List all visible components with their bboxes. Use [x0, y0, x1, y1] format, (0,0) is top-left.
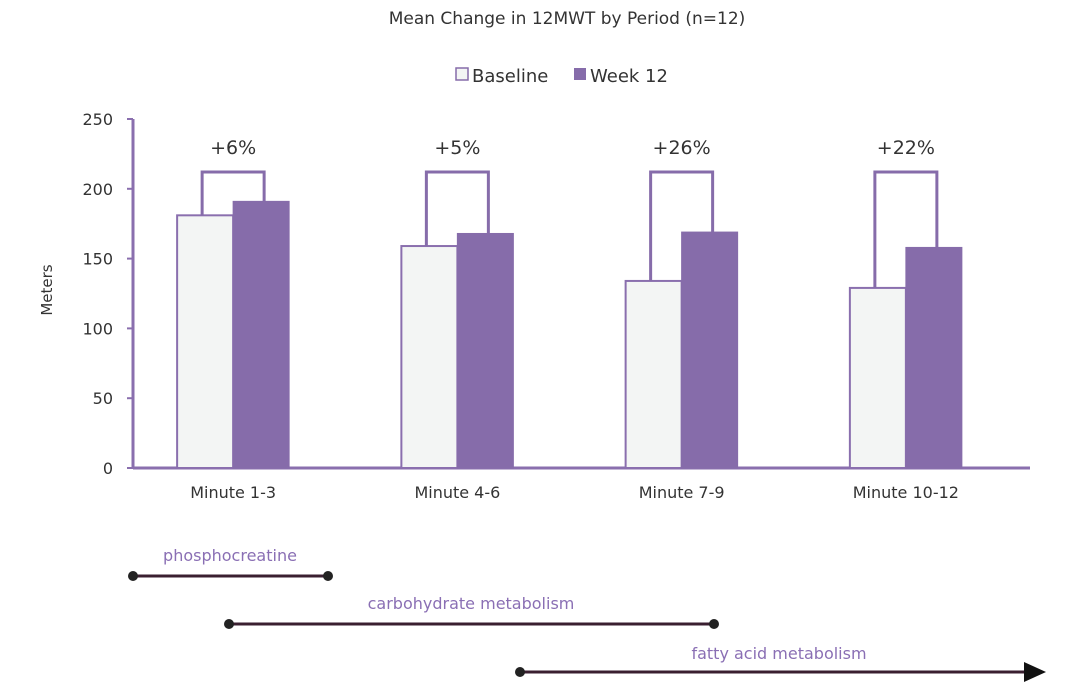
- legend-swatch-week12: [574, 68, 586, 80]
- change-bracket: [649, 170, 715, 281]
- legend-label-baseline: Baseline: [472, 66, 548, 87]
- y-tick-label: 50: [93, 389, 113, 408]
- plot-area: 0 50 100 150 200 250 +6% Minute 1-3 +5% Minute 4-…: [82, 110, 1030, 502]
- y-tick-label: 250: [82, 110, 113, 129]
- phase-start-dot: [128, 571, 138, 581]
- y-tick-label: 0: [103, 459, 113, 478]
- y-axis-label: Meters: [38, 264, 56, 315]
- change-bracket: [873, 170, 939, 288]
- change-percent-label: +6%: [210, 137, 256, 159]
- phase-start-dot: [224, 619, 234, 629]
- legend-swatch-baseline: [455, 67, 469, 81]
- bar-group: +22% Minute 10-12: [848, 137, 963, 502]
- legend-label-week12: Week 12: [590, 66, 668, 87]
- phase-indicator: phosphocreatine: [128, 546, 333, 581]
- legend: Baseline Week 12: [455, 66, 668, 87]
- bar-week12: [456, 232, 514, 469]
- change-percent-label: +5%: [434, 137, 480, 159]
- phase-start-dot: [515, 667, 525, 677]
- x-tick-label: Minute 1-3: [190, 483, 276, 502]
- x-tick-label: Minute 10-12: [853, 483, 959, 502]
- change-percent-label: +22%: [877, 137, 935, 159]
- chart-title: Mean Change in 12MWT by Period (n=12): [389, 9, 746, 29]
- change-bracket: [200, 170, 266, 216]
- phase-label: phosphocreatine: [163, 546, 297, 565]
- phase-label: fatty acid metabolism: [691, 644, 866, 663]
- x-tick-label: Minute 4-6: [414, 483, 500, 502]
- bar-week12: [681, 231, 739, 469]
- phase-indicator: carbohydrate metabolism: [224, 594, 719, 629]
- change-percent-label: +26%: [653, 137, 711, 159]
- bar-week12: [905, 246, 963, 469]
- bar-baseline: [624, 279, 683, 469]
- phase-arrowhead: [1024, 662, 1046, 682]
- phase-end-dot: [709, 619, 719, 629]
- bar-week12: [232, 200, 290, 469]
- y-tick-label: 100: [82, 319, 113, 338]
- bar-baseline: [176, 214, 235, 469]
- bar-group: +6% Minute 1-3: [176, 137, 290, 502]
- bar-baseline: [400, 245, 459, 469]
- phase-indicator: fatty acid metabolism: [515, 644, 1046, 682]
- x-tick-label: Minute 7-9: [639, 483, 725, 502]
- metabolism-phases: phosphocreatine carbohydrate metabolism fa…: [128, 546, 1046, 682]
- bar-group: +26% Minute 7-9: [624, 137, 739, 502]
- phase-label: carbohydrate metabolism: [368, 594, 575, 613]
- y-tick-label: 150: [82, 250, 113, 269]
- y-tick-label: 200: [82, 180, 113, 199]
- change-bracket: [424, 170, 490, 247]
- bar-baseline: [848, 286, 907, 469]
- phase-end-dot: [323, 571, 333, 581]
- bar-group: +5% Minute 4-6: [400, 137, 514, 502]
